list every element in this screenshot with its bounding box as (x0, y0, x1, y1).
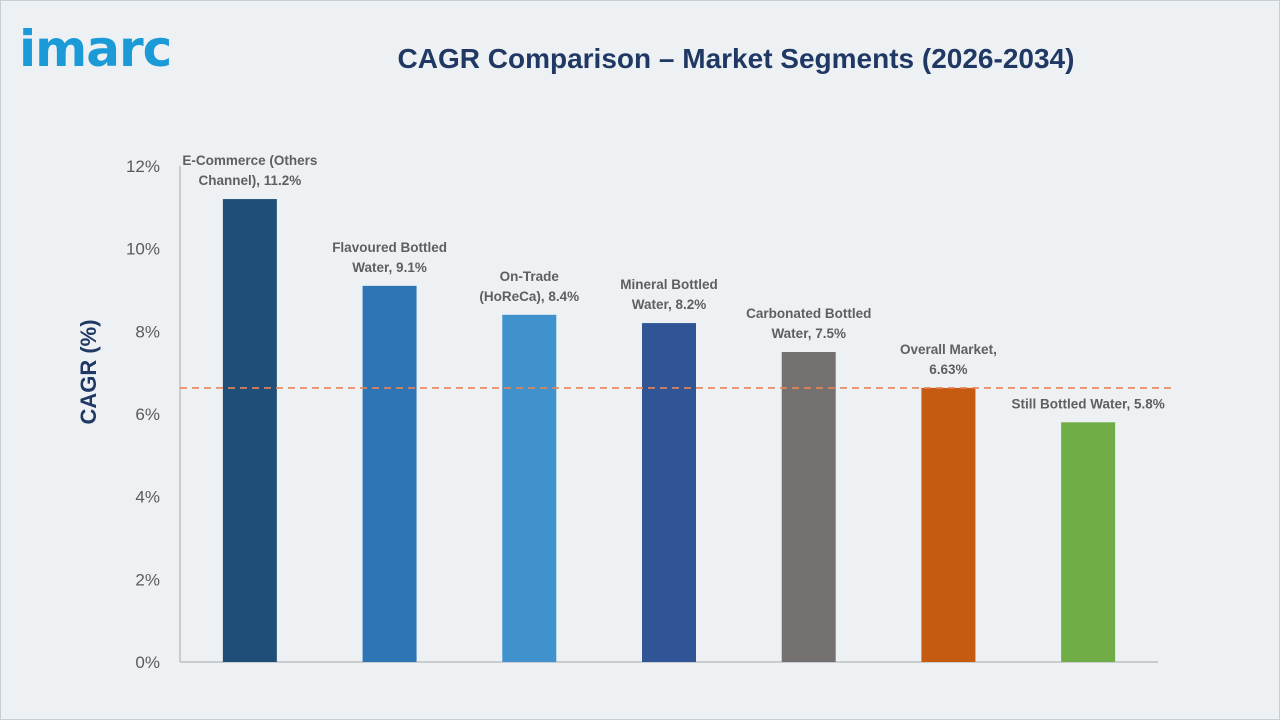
bar (1061, 422, 1116, 662)
chart-title: CAGR Comparison – Market Segments (2026-… (397, 43, 1075, 74)
data-label: Water, 8.2% (632, 297, 707, 312)
bar (642, 323, 696, 662)
data-label: Channel), 11.2% (198, 173, 301, 188)
bar (502, 314, 557, 662)
y-axis-ticks: 0% 2% 4% 6% 8% 10% 12% (126, 157, 160, 672)
data-labels: E-Commerce (Others Channel), 11.2% Flavour… (182, 153, 1164, 411)
data-label: 6.63% (929, 362, 967, 377)
data-label: On-Trade (500, 269, 560, 284)
y-tick-label: 2% (135, 570, 160, 589)
data-label: E-Commerce (Others (182, 153, 317, 168)
y-tick-label: 10% (126, 240, 160, 259)
bar (921, 387, 976, 662)
data-label: Overall Market, (900, 342, 997, 357)
data-label: Flavoured Bottled (332, 240, 447, 255)
y-tick-label: 8% (135, 322, 160, 341)
y-tick-label: 4% (135, 488, 160, 507)
bar (222, 199, 277, 663)
bars (222, 199, 1116, 663)
data-label: Still Bottled Water, 5.8% (1012, 396, 1165, 411)
y-tick-label: 0% (135, 653, 160, 672)
data-label: Water, 7.5% (771, 326, 846, 341)
data-label: Mineral Bottled (620, 277, 718, 292)
y-tick-label: 6% (135, 405, 160, 424)
y-axis-title: CAGR (%) (76, 319, 101, 424)
data-label: Carbonated Bottled (746, 306, 871, 321)
bar (781, 352, 836, 662)
data-label: Water, 9.1% (352, 260, 427, 275)
bar (362, 285, 417, 662)
imarc-logo: imarc (19, 20, 172, 78)
y-tick-label: 12% (126, 157, 160, 176)
data-label: (HoReCa), 8.4% (479, 289, 579, 304)
